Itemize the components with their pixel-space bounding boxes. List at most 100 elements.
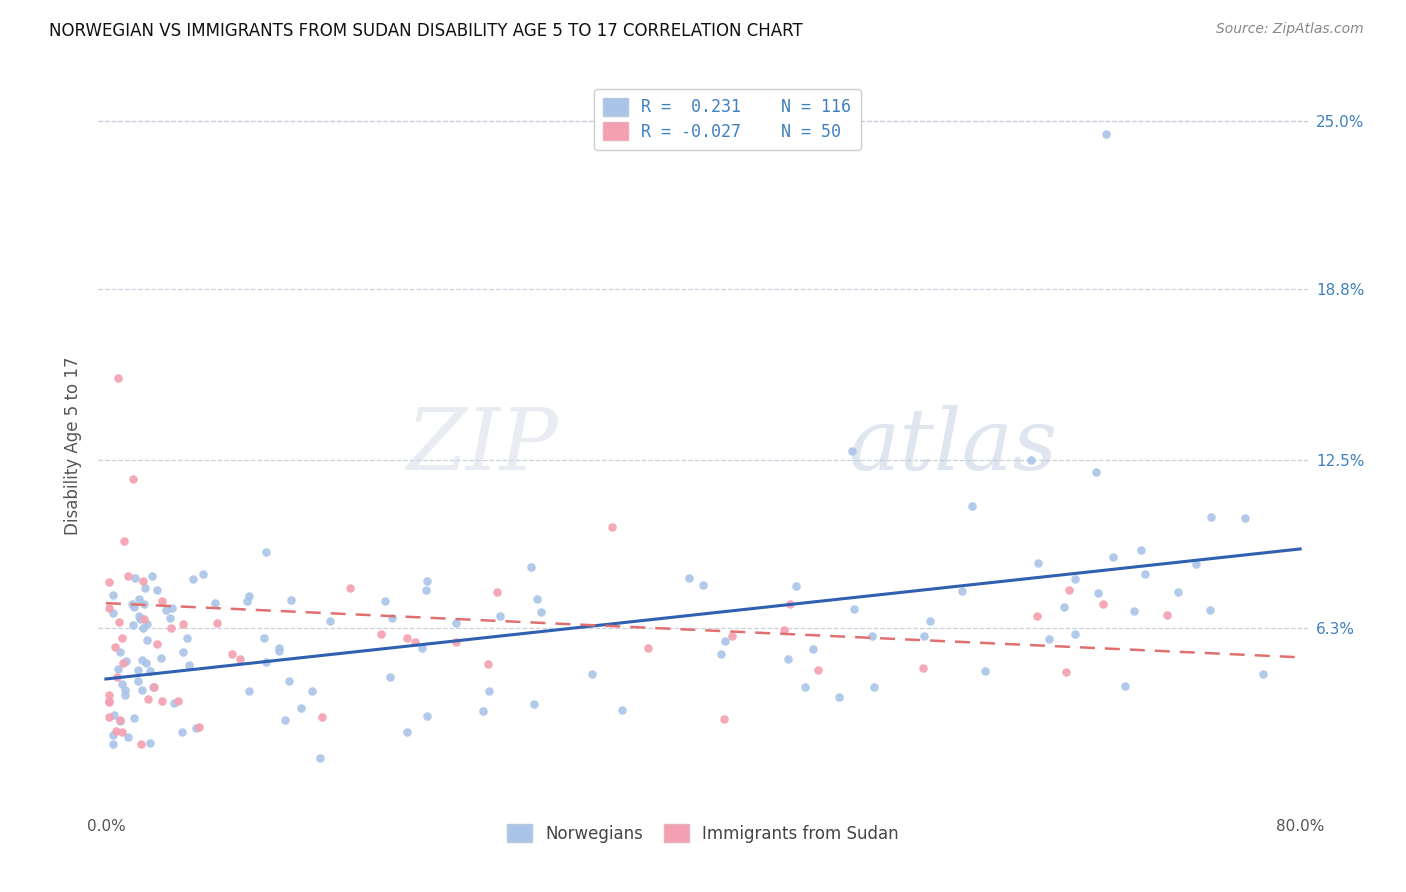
Point bbox=[252, 631, 274, 645]
Point bbox=[267, 641, 290, 656]
Point bbox=[860, 629, 883, 643]
Point bbox=[1129, 543, 1152, 558]
Point bbox=[150, 594, 173, 608]
Point bbox=[912, 629, 935, 643]
Point bbox=[186, 721, 208, 735]
Point bbox=[522, 698, 544, 712]
Point bbox=[141, 568, 163, 582]
Point bbox=[115, 654, 138, 668]
Point bbox=[159, 610, 181, 624]
Point bbox=[111, 725, 134, 739]
Point bbox=[280, 593, 302, 607]
Point bbox=[128, 592, 150, 607]
Point bbox=[444, 615, 467, 630]
Point bbox=[104, 640, 127, 655]
Point bbox=[1064, 627, 1087, 641]
Point bbox=[128, 608, 150, 623]
Point bbox=[779, 598, 801, 612]
Point bbox=[863, 680, 886, 694]
Point bbox=[134, 581, 156, 595]
Point bbox=[110, 676, 132, 690]
Point bbox=[150, 693, 173, 707]
Point bbox=[136, 632, 159, 647]
Point bbox=[678, 571, 700, 585]
Point bbox=[600, 520, 623, 534]
Point bbox=[478, 684, 501, 698]
Point bbox=[127, 674, 149, 689]
Point bbox=[1021, 452, 1043, 467]
Point bbox=[1184, 558, 1206, 572]
Point bbox=[103, 607, 125, 621]
Point bbox=[160, 600, 183, 615]
Point bbox=[129, 737, 152, 751]
Point bbox=[97, 694, 120, 708]
Point bbox=[828, 690, 851, 704]
Point bbox=[404, 635, 426, 649]
Point bbox=[1123, 604, 1146, 618]
Point bbox=[142, 680, 165, 694]
Point bbox=[238, 684, 260, 698]
Point bbox=[1085, 465, 1108, 479]
Point bbox=[97, 575, 120, 590]
Point bbox=[117, 730, 139, 744]
Point bbox=[172, 645, 194, 659]
Point bbox=[172, 617, 194, 632]
Point bbox=[477, 657, 499, 672]
Point bbox=[111, 631, 134, 645]
Point bbox=[308, 750, 330, 764]
Point bbox=[205, 616, 228, 631]
Point bbox=[103, 707, 125, 722]
Point bbox=[159, 621, 181, 635]
Point bbox=[841, 444, 863, 458]
Point bbox=[911, 661, 934, 675]
Point bbox=[177, 658, 200, 673]
Point bbox=[134, 611, 156, 625]
Point bbox=[135, 656, 157, 670]
Point bbox=[950, 584, 973, 599]
Point bbox=[416, 574, 439, 589]
Point bbox=[1199, 603, 1222, 617]
Point bbox=[807, 663, 830, 677]
Text: ZIP: ZIP bbox=[406, 405, 558, 487]
Point bbox=[142, 680, 165, 694]
Point bbox=[105, 670, 128, 684]
Text: Source: ZipAtlas.com: Source: ZipAtlas.com bbox=[1216, 22, 1364, 37]
Point bbox=[637, 641, 659, 656]
Point bbox=[381, 611, 404, 625]
Point bbox=[793, 680, 815, 694]
Point bbox=[278, 674, 301, 689]
Point bbox=[1054, 665, 1077, 680]
Point bbox=[108, 615, 131, 629]
Point bbox=[155, 603, 177, 617]
Point bbox=[114, 688, 136, 702]
Point bbox=[710, 648, 733, 662]
Point bbox=[581, 667, 603, 681]
Point bbox=[146, 637, 169, 651]
Point bbox=[114, 682, 136, 697]
Point bbox=[471, 704, 494, 718]
Point bbox=[269, 643, 291, 657]
Point bbox=[229, 652, 252, 666]
Point bbox=[411, 641, 433, 656]
Point bbox=[1167, 585, 1189, 599]
Point bbox=[395, 725, 418, 739]
Point bbox=[713, 712, 735, 726]
Point bbox=[416, 709, 439, 723]
Point bbox=[721, 629, 744, 643]
Point bbox=[301, 684, 323, 698]
Point bbox=[105, 723, 128, 738]
Point bbox=[103, 728, 125, 742]
Point bbox=[170, 724, 193, 739]
Point bbox=[103, 588, 125, 602]
Text: NORWEGIAN VS IMMIGRANTS FROM SUDAN DISABILITY AGE 5 TO 17 CORRELATION CHART: NORWEGIAN VS IMMIGRANTS FROM SUDAN DISAB… bbox=[49, 22, 803, 40]
Point bbox=[131, 682, 153, 697]
Point bbox=[122, 599, 145, 614]
Point bbox=[1102, 549, 1125, 564]
Point bbox=[374, 593, 396, 607]
Point bbox=[1095, 128, 1118, 142]
Point bbox=[844, 602, 866, 616]
Point bbox=[145, 582, 167, 597]
Point bbox=[520, 560, 543, 574]
Point bbox=[107, 662, 129, 676]
Point bbox=[920, 614, 942, 628]
